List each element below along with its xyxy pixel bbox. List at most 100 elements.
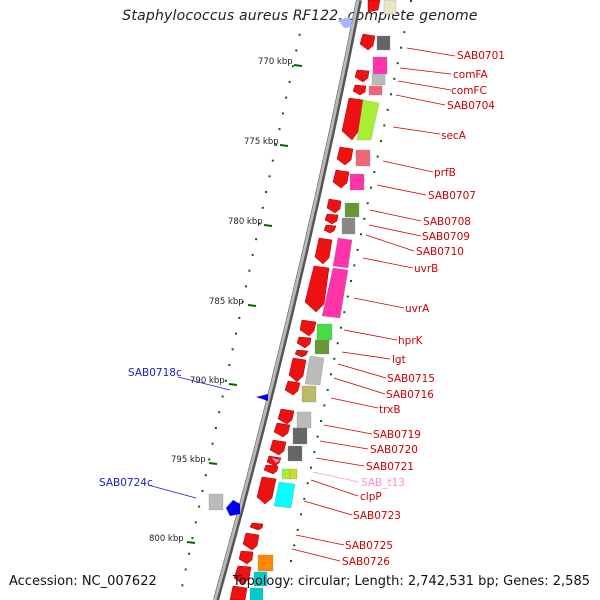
gene-label[interactable]: clpP <box>360 491 382 503</box>
gene-label[interactable]: SAB0719 <box>373 429 421 441</box>
cog-box <box>287 445 303 462</box>
cog-box <box>321 267 349 319</box>
scale-dot <box>204 474 207 477</box>
cds-arrow[interactable] <box>242 532 260 551</box>
cds-arrow[interactable] <box>332 169 350 189</box>
cds-arrow-reverse[interactable] <box>226 500 240 516</box>
cds-arrow[interactable] <box>269 439 287 456</box>
cds-arrow[interactable] <box>288 357 307 383</box>
gene-label[interactable]: SAB0720 <box>370 444 418 456</box>
gene-label[interactable]: SAB0716 <box>386 389 434 401</box>
cds-arrow[interactable] <box>336 146 354 166</box>
cog-box <box>301 385 317 403</box>
gene-label[interactable]: SAB0707 <box>428 190 476 202</box>
cds-arrow[interactable] <box>341 97 364 141</box>
trna-arrow[interactable] <box>272 458 280 463</box>
cds-arrow[interactable] <box>323 224 337 234</box>
scale-dot <box>218 411 221 414</box>
gene-label[interactable]: SAB0726 <box>342 556 390 568</box>
gene-label[interactable]: SAB0723 <box>353 510 401 522</box>
scale-dot <box>288 80 291 83</box>
gene-label[interactable]: SAB_t13 <box>361 477 405 489</box>
leader-line <box>406 47 456 57</box>
cds-arrow[interactable] <box>352 84 367 96</box>
gene-label[interactable]: SAB0709 <box>422 231 470 243</box>
gene-label[interactable]: uvrB <box>414 263 438 275</box>
gene-label[interactable]: SAB0725 <box>345 540 393 552</box>
scale-dot <box>396 62 399 65</box>
scale-dot <box>300 513 302 516</box>
leader-line <box>337 363 387 379</box>
cog-box <box>376 35 391 51</box>
scale-dot <box>291 65 294 68</box>
cog-box <box>257 554 274 572</box>
reverse-strand-features <box>226 17 352 516</box>
gene-label[interactable]: lgt <box>392 354 406 366</box>
gene-label[interactable]: SAB0708 <box>423 216 471 228</box>
cds-arrow[interactable] <box>294 349 309 358</box>
tick-label-775: 775 kbp <box>244 137 279 147</box>
genome-backbone <box>213 0 360 600</box>
cog-box <box>289 468 298 480</box>
cds-arrow[interactable] <box>229 585 248 600</box>
cds-arrow[interactable] <box>273 422 291 438</box>
scale-dot <box>386 108 389 111</box>
gene-label[interactable]: comFC <box>451 85 487 97</box>
scale-dot <box>251 253 254 256</box>
gene-label[interactable]: secA <box>441 130 467 142</box>
gene-label[interactable]: SAB0701 <box>457 50 505 62</box>
cog-box <box>383 0 397 15</box>
cog-box <box>355 149 371 167</box>
leader-line <box>147 484 197 499</box>
cds-arrow[interactable] <box>266 455 282 467</box>
cds-arrow[interactable] <box>256 476 277 505</box>
gene-label[interactable]: SAB0718c <box>128 367 182 379</box>
cds-arrow[interactable] <box>296 336 312 349</box>
gene-label[interactable]: SAB0704 <box>447 100 495 112</box>
cds-arrow[interactable] <box>304 265 330 313</box>
leader-line <box>369 209 422 222</box>
scale-dot <box>258 222 261 225</box>
scale-dot <box>356 248 359 251</box>
gene-label[interactable]: hprK <box>398 335 424 347</box>
cds-arrow[interactable] <box>277 408 295 425</box>
gene-label[interactable]: uvrA <box>405 303 430 315</box>
scale-dot <box>403 31 406 34</box>
cds-arrow[interactable] <box>314 237 333 265</box>
cds-arrow[interactable] <box>299 319 317 337</box>
gene-label[interactable]: trxB <box>379 404 401 416</box>
cog-box <box>371 73 386 86</box>
scale-dot <box>393 77 396 80</box>
cds-arrow[interactable] <box>249 522 264 531</box>
cds-arrow[interactable] <box>359 33 376 51</box>
leader-line <box>341 351 391 360</box>
cds-arrow[interactable] <box>354 69 370 83</box>
scale-dot <box>353 264 356 267</box>
gene-label[interactable]: comFA <box>453 69 489 81</box>
gene-label[interactable]: SAB0724c <box>99 477 153 489</box>
leader-line <box>303 500 353 516</box>
cds-arrow[interactable] <box>324 213 339 225</box>
tick-label-770: 770 kbp <box>258 57 293 67</box>
cds-arrow[interactable] <box>326 198 342 214</box>
gene-label[interactable]: SAB0721 <box>366 461 414 473</box>
scale-dot <box>214 427 217 429</box>
gene-label[interactable]: SAB0710 <box>416 246 464 258</box>
leader-line <box>382 160 434 173</box>
cds-arrow[interactable] <box>284 380 301 396</box>
gene-label[interactable]: SAB0715 <box>387 373 435 385</box>
tick-label-785: 785 kbp <box>209 297 244 307</box>
cds-arrow-reverse[interactable] <box>256 394 268 401</box>
cds-arrow[interactable] <box>367 0 381 13</box>
scale-dot <box>201 489 204 492</box>
leader-line <box>395 94 446 106</box>
scale-dot <box>238 316 241 319</box>
cds-arrow[interactable] <box>233 565 252 585</box>
cog-box <box>368 85 383 96</box>
cds-arrow[interactable] <box>238 550 254 565</box>
gene-label[interactable]: prfB <box>434 167 456 179</box>
cds-arrow[interactable] <box>263 464 279 475</box>
cds-arrow-reverse[interactable] <box>338 17 352 28</box>
scale-dot <box>313 451 316 454</box>
